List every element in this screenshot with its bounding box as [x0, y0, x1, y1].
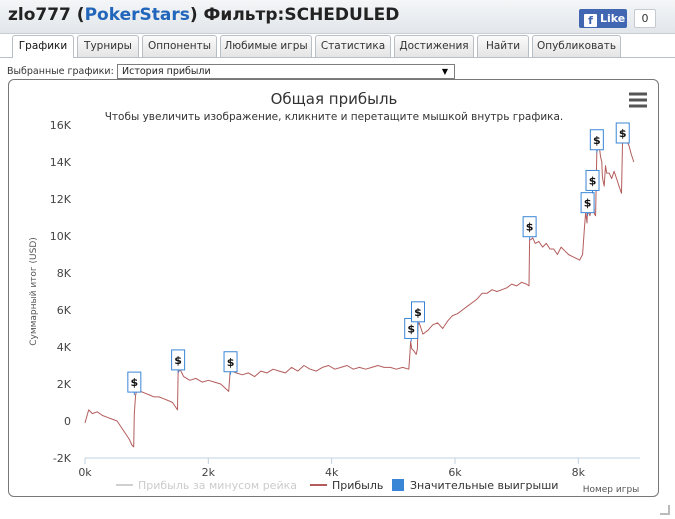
- big-win-flag-label: $: [414, 306, 422, 319]
- big-win-flag[interactable]: [171, 349, 186, 371]
- paren-close: ): [189, 5, 198, 25]
- big-win-flag[interactable]: [585, 169, 600, 191]
- profit-series-line[interactable]: [84, 128, 635, 448]
- x-axis-title: Номер игры: [583, 485, 640, 495]
- chart-menu-icon-bar: [629, 104, 647, 108]
- profit-chart[interactable]: Общая прибыль Чтобы увеличить изображение…: [9, 80, 659, 497]
- big-win-flag[interactable]: [411, 301, 425, 323]
- big-win-flag-label: $: [593, 134, 601, 147]
- chart-selector-label: Выбранные графики:: [7, 66, 114, 77]
- big-win-flag-label: $: [584, 197, 592, 210]
- y-tick-label: 8K: [57, 267, 72, 280]
- y-tick-label: 4K: [57, 341, 72, 354]
- y-tick-label: 10K: [50, 230, 72, 243]
- paren-open: (: [70, 5, 85, 25]
- big-win-flag[interactable]: [522, 216, 537, 238]
- filter-value: SCHEDULED: [284, 5, 400, 25]
- title-bar: zlo777 (PokerStars) Фильтр:SCHEDULED f Li…: [0, 0, 675, 34]
- chart-selector-value: История прибыли: [122, 66, 211, 77]
- tab-search[interactable]: Найти: [477, 35, 529, 57]
- facebook-like-button[interactable]: f Like: [579, 9, 627, 28]
- tab-tournaments[interactable]: Турниры: [77, 35, 139, 57]
- y-tick-label: 0: [64, 415, 71, 428]
- chart-menu-icon-bar: [629, 98, 647, 102]
- tab-opponents[interactable]: Оппоненты: [142, 35, 217, 57]
- x-tick-label: 2k: [202, 466, 216, 479]
- chart-panel: Общая прибыль Чтобы увеличить изображение…: [8, 79, 659, 497]
- y-tick-label: 2K: [57, 378, 72, 391]
- legend-rake-label: Прибыль за минусом рейка: [138, 479, 297, 492]
- legend-big-wins-label: Значительные выигрыши: [410, 479, 558, 492]
- big-win-flag-label: $: [407, 322, 415, 335]
- dropdown-arrow-icon: ▼: [441, 67, 448, 76]
- big-win-flag-label: $: [589, 174, 597, 187]
- big-win-flag[interactable]: [589, 129, 604, 151]
- y-axis-title: Суммарный итог (USD): [29, 237, 39, 346]
- page-title: zlo777 (PokerStars) Фильтр:SCHEDULED: [8, 5, 399, 25]
- chart-menu-icon[interactable]: [629, 92, 647, 108]
- big-win-flag-label: $: [619, 127, 627, 140]
- legend-profit-label: Прибыль: [332, 479, 383, 492]
- tab-favorite-games[interactable]: Любимые игры: [220, 35, 312, 57]
- tab-charts[interactable]: Графики: [12, 35, 74, 58]
- y-tick-label: -2K: [53, 452, 72, 465]
- big-win-flag-label: $: [227, 356, 235, 369]
- big-win-flag-label: $: [526, 221, 534, 234]
- x-tick-label: 6k: [448, 466, 462, 479]
- x-tick-label: 0k: [78, 466, 92, 479]
- tab-statistics[interactable]: Статистика: [315, 35, 391, 57]
- y-tick-label: 6K: [57, 304, 72, 317]
- chart-title: Общая прибыль: [271, 90, 398, 108]
- chart-selector-dropdown[interactable]: История прибыли ▼: [117, 64, 455, 79]
- player-name: zlo777: [8, 5, 71, 25]
- facebook-like-label: Like: [600, 12, 626, 25]
- filter-label: Фильтр:: [197, 5, 285, 25]
- resize-handle-icon[interactable]: [660, 505, 670, 515]
- chart-subtitle: Чтобы увеличить изображение, кликните и …: [105, 111, 564, 123]
- y-tick-label: 16K: [50, 119, 72, 132]
- site-link[interactable]: PokerStars: [84, 5, 190, 25]
- tab-publish[interactable]: Опубликовать: [532, 35, 621, 57]
- big-win-flag-label: $: [174, 354, 182, 367]
- big-win-flag[interactable]: [127, 371, 142, 393]
- facebook-like-count: 0: [634, 9, 656, 28]
- chart-menu-icon-bar: [629, 92, 647, 96]
- tab-achievements[interactable]: Достижения: [394, 35, 474, 57]
- x-tick-label: 8k: [572, 466, 586, 479]
- facebook-icon: f: [584, 14, 597, 27]
- big-win-flag[interactable]: [223, 351, 238, 373]
- tab-bar: Графики Турниры Оппоненты Любимые игры С…: [0, 34, 675, 58]
- big-win-flag[interactable]: [580, 192, 595, 214]
- y-tick-label: 14K: [50, 156, 72, 169]
- big-win-flag[interactable]: [615, 122, 630, 144]
- x-tick-label: 4k: [325, 466, 339, 479]
- legend-big-wins-symbol[interactable]: [392, 479, 404, 491]
- big-win-flag-label: $: [131, 376, 139, 389]
- y-tick-label: 12K: [50, 193, 72, 206]
